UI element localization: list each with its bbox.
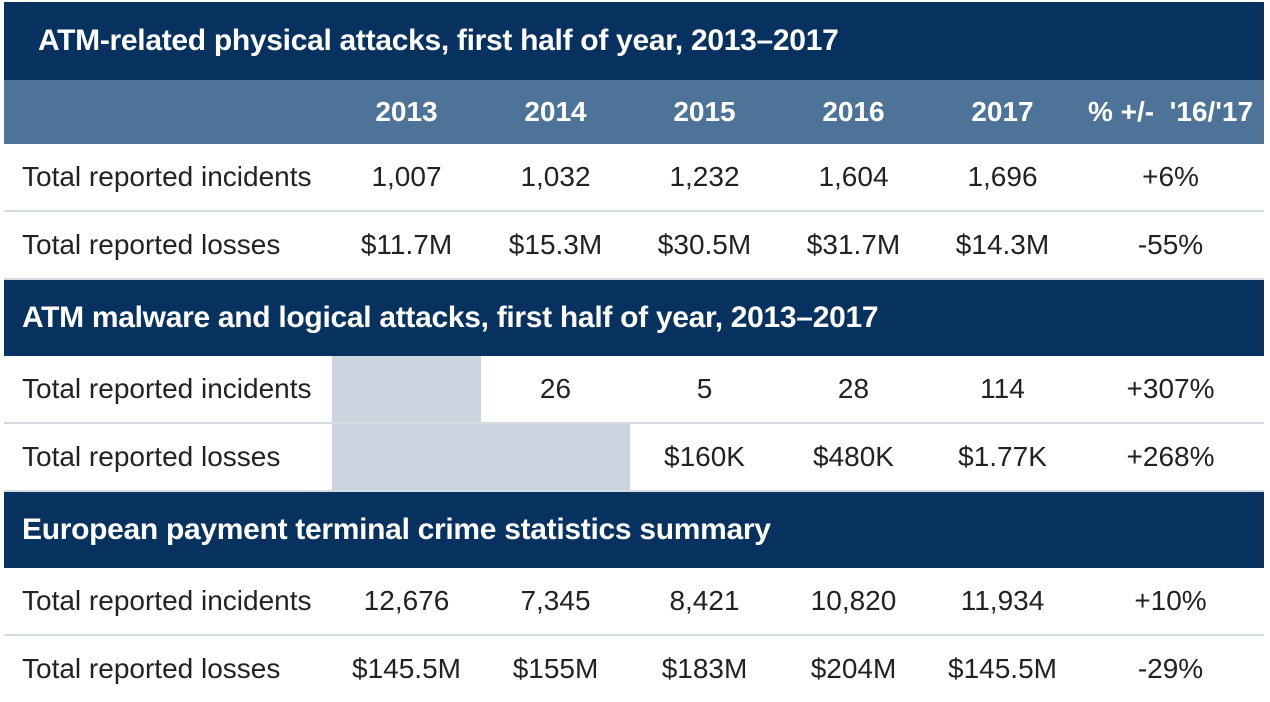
section-title-row: ATM malware and logical attacks, first h… <box>4 279 1265 356</box>
header-year-2016: 2016 <box>779 80 928 144</box>
header-blank-cell <box>4 80 332 144</box>
table-cell: $31.7M <box>779 211 928 280</box>
header-year-2017: 2017 <box>928 80 1077 144</box>
table-cell: 11,934 <box>928 568 1077 636</box>
table-cell: 1,604 <box>779 144 928 212</box>
table-cell: $183M <box>630 635 779 702</box>
table-row: Total reported incidents 26 5 28 114 +30… <box>4 356 1265 424</box>
change-cell: +268% <box>1077 423 1265 492</box>
table-row: Total reported incidents 1,007 1,032 1,2… <box>4 144 1265 212</box>
table-cell: 1,032 <box>481 144 630 212</box>
table-cell: $155M <box>481 635 630 702</box>
table-cell: $15.3M <box>481 211 630 280</box>
section-title-row: European payment terminal crime statisti… <box>4 491 1265 568</box>
table-cell: 1,232 <box>630 144 779 212</box>
change-cell: -29% <box>1077 635 1265 702</box>
row-label: Total reported losses <box>4 423 332 492</box>
year-header-row: 2013 2014 2015 2016 2017 % +/- '16/'17 <box>4 80 1265 144</box>
table-row: Total reported incidents 12,676 7,345 8,… <box>4 568 1265 636</box>
statistics-table-container: ATM-related physical attacks, first half… <box>4 2 1268 702</box>
table-cell: $145.5M <box>332 635 481 702</box>
table-cell: $160K <box>630 423 779 492</box>
section-title-row: ATM-related physical attacks, first half… <box>4 2 1265 80</box>
header-year-2014: 2014 <box>481 80 630 144</box>
header-year-2015: 2015 <box>630 80 779 144</box>
table-cell: $14.3M <box>928 211 1077 280</box>
table-cell: 26 <box>481 356 630 424</box>
table-cell: 12,676 <box>332 568 481 636</box>
change-cell: +6% <box>1077 144 1265 212</box>
row-label: Total reported incidents <box>4 144 332 212</box>
table-cell: 7,345 <box>481 568 630 636</box>
change-cell: +307% <box>1077 356 1265 424</box>
empty-cell <box>332 356 481 424</box>
section-title: ATM-related physical attacks, first half… <box>4 2 1265 80</box>
header-year-2013: 2013 <box>332 80 481 144</box>
table-row: Total reported losses $11.7M $15.3M $30.… <box>4 211 1265 280</box>
empty-cell <box>332 423 481 492</box>
row-label: Total reported losses <box>4 635 332 702</box>
table-cell: 8,421 <box>630 568 779 636</box>
table-row: Total reported losses $160K $480K $1.77K… <box>4 423 1265 492</box>
table-cell: $1.77K <box>928 423 1077 492</box>
table-row: Total reported losses $145.5M $155M $183… <box>4 635 1265 702</box>
table-cell: $30.5M <box>630 211 779 280</box>
table-cell: 5 <box>630 356 779 424</box>
table-cell: $145.5M <box>928 635 1077 702</box>
row-label: Total reported incidents <box>4 356 332 424</box>
table-cell: $204M <box>779 635 928 702</box>
empty-cell <box>481 423 630 492</box>
change-cell: +10% <box>1077 568 1265 636</box>
table-cell: $480K <box>779 423 928 492</box>
table-cell: 28 <box>779 356 928 424</box>
crime-statistics-table: ATM-related physical attacks, first half… <box>4 2 1265 702</box>
section-title: ATM malware and logical attacks, first h… <box>4 279 1265 356</box>
row-label: Total reported losses <box>4 211 332 280</box>
section-title: European payment terminal crime statisti… <box>4 491 1265 568</box>
change-cell: -55% <box>1077 211 1265 280</box>
header-change: % +/- '16/'17 <box>1077 80 1265 144</box>
table-cell: 10,820 <box>779 568 928 636</box>
table-cell: 1,696 <box>928 144 1077 212</box>
table-cell: 1,007 <box>332 144 481 212</box>
row-label: Total reported incidents <box>4 568 332 636</box>
table-cell: $11.7M <box>332 211 481 280</box>
table-cell: 114 <box>928 356 1077 424</box>
